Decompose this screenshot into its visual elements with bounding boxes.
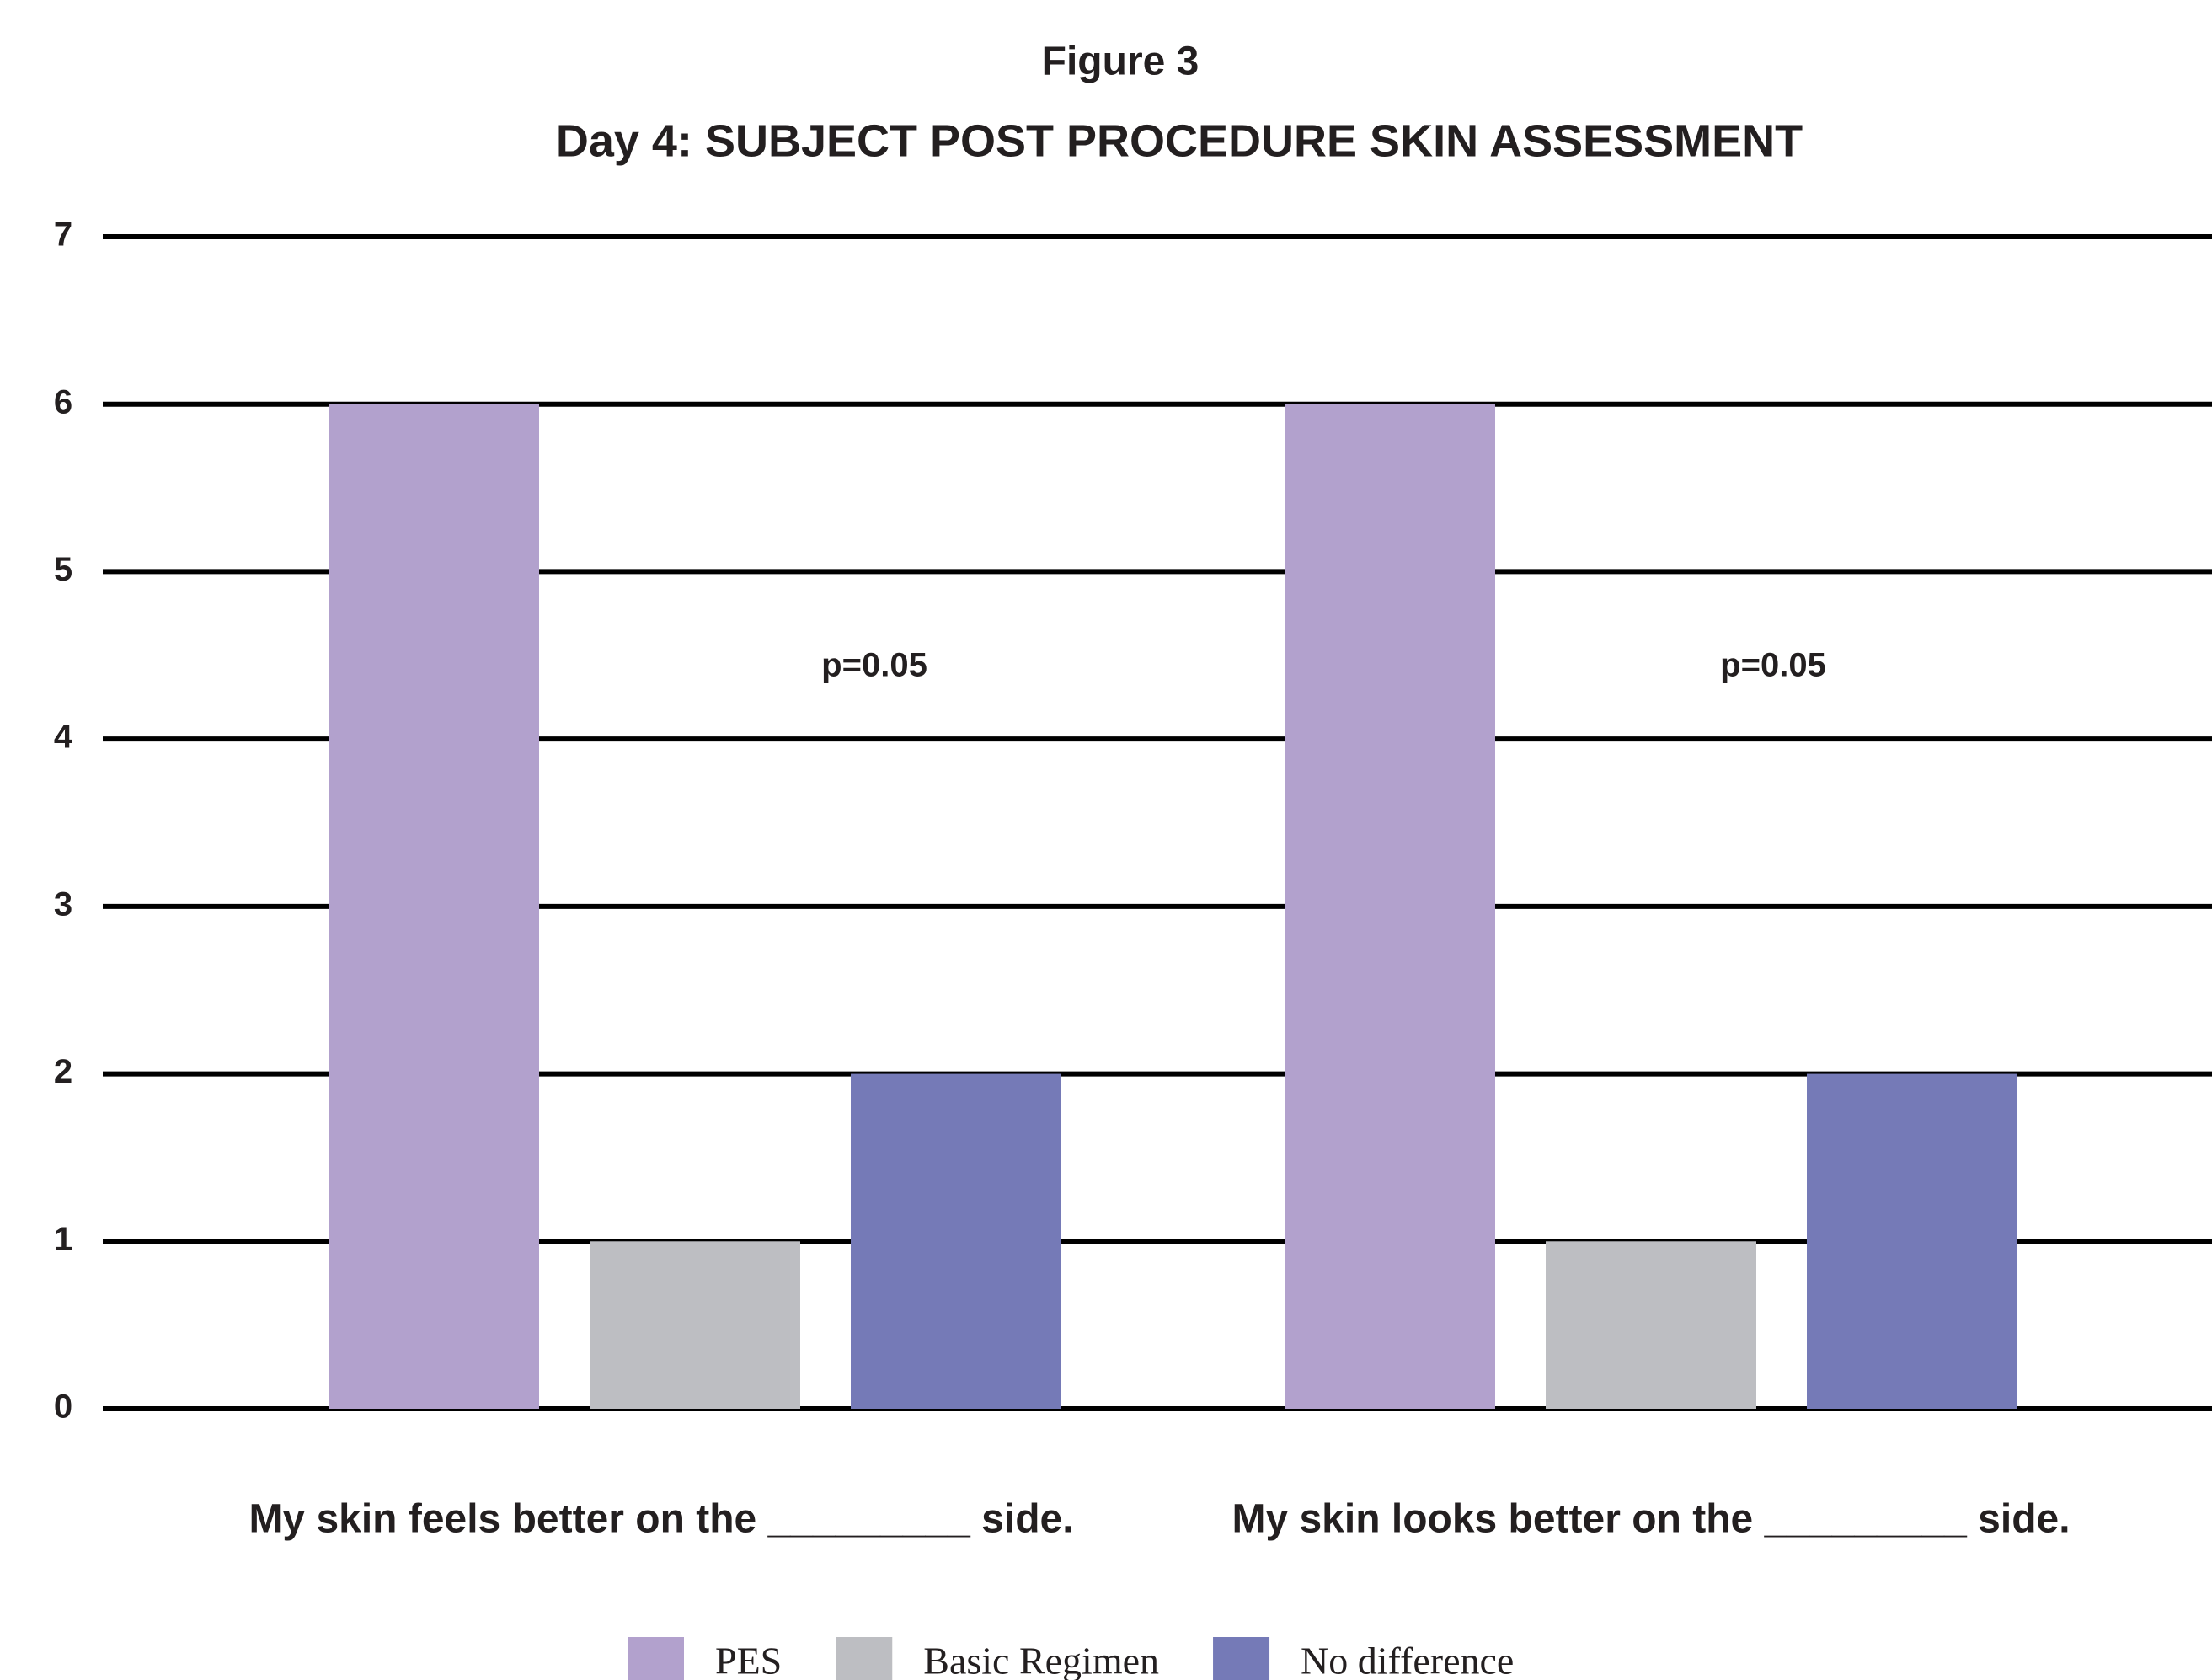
legend-swatch: [836, 1637, 893, 1680]
legend-swatch: [628, 1637, 684, 1680]
chart-subtitle: Day 4: SUBJECT POST PROCEDURE SKIN ASSES…: [556, 115, 1803, 166]
y-tick-label: 4: [54, 719, 73, 756]
y-tick-label: 3: [54, 885, 72, 923]
y-tick-label: 1: [54, 1221, 72, 1258]
legend-label: No difference: [1301, 1640, 1514, 1680]
chart-title: Figure 3: [1042, 40, 1200, 84]
x-tick-label: My skin feels better on the _________ si…: [248, 1497, 1073, 1542]
bar: [851, 1073, 1061, 1409]
legend-label: Basic Regimen: [923, 1640, 1159, 1680]
y-tick-label: 0: [54, 1388, 72, 1426]
bar: [590, 1241, 800, 1409]
x-tick-label: My skin looks better on the _________ si…: [1232, 1497, 2070, 1542]
bar: [329, 404, 539, 1409]
annotation: p=0.05: [1720, 647, 1826, 684]
y-tick-label: 5: [54, 551, 72, 588]
y-tick-label: 2: [54, 1053, 72, 1090]
legend-swatch: [1213, 1637, 1270, 1680]
y-tick-label: 6: [54, 383, 72, 420]
legend-label: PES: [715, 1640, 782, 1680]
annotation: p=0.05: [821, 647, 927, 684]
bar: [1546, 1241, 1756, 1409]
bar: [1285, 404, 1495, 1409]
y-tick-label: 7: [54, 217, 72, 254]
bar: [1807, 1073, 2017, 1409]
